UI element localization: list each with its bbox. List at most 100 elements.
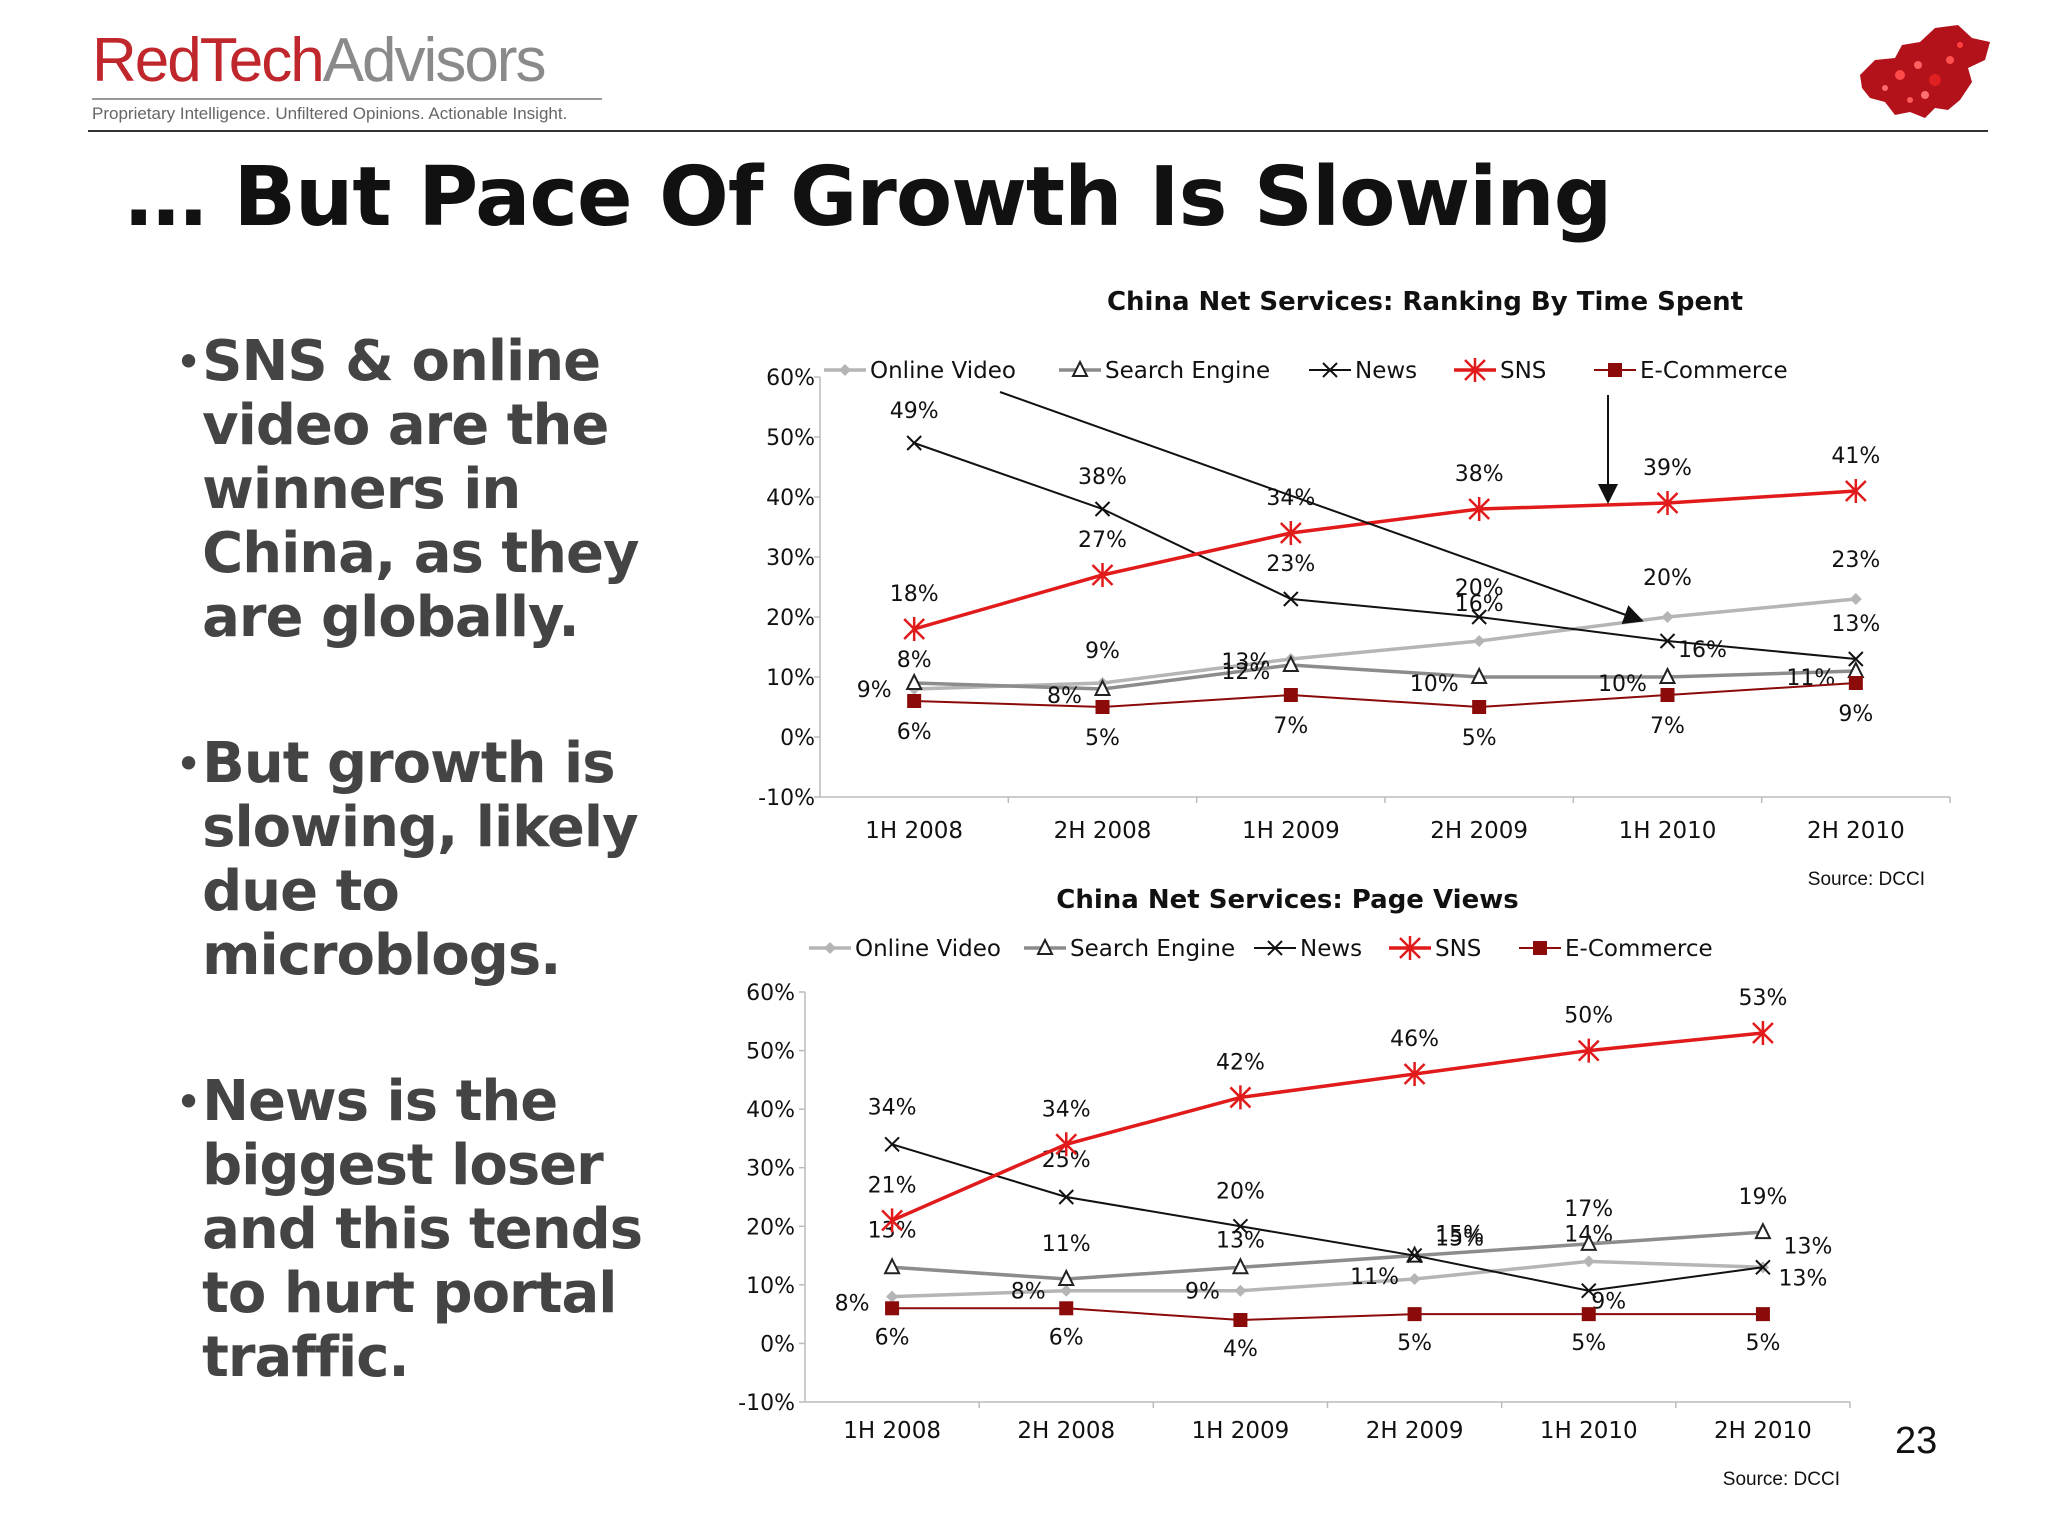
y-tick-label: 60% [746, 981, 795, 1006]
legend-marker [824, 942, 836, 954]
legend-marker [839, 364, 851, 376]
bullet-text: News is the biggest loser and this tends… [202, 1069, 643, 1390]
data-label: 12% [1221, 660, 1270, 685]
y-tick-label: 40% [746, 1098, 795, 1123]
data-label: 23% [1266, 552, 1315, 577]
data-point [1094, 501, 1111, 517]
bullet-item: • News is the biggest loser and this ten… [175, 1070, 715, 1390]
data-label: 9% [857, 678, 892, 703]
data-label: 49% [890, 399, 939, 424]
data-label: 8% [835, 1292, 870, 1317]
data-point [1408, 1273, 1421, 1285]
data-label: 27% [1078, 528, 1127, 553]
data-point [1229, 1085, 1252, 1110]
series-line-sns [891, 1031, 1764, 1223]
bullet-dot: • [175, 1075, 203, 1129]
data-label: 13% [1783, 1234, 1832, 1259]
legend-marker [1267, 940, 1283, 956]
data-point [1660, 688, 1675, 702]
legend-label: Online Video [870, 358, 1016, 384]
data-label: 38% [1078, 465, 1127, 490]
x-tick-label: 2H 2008 [1054, 818, 1152, 844]
data-label: 6% [875, 1325, 910, 1350]
data-point [1282, 654, 1300, 672]
data-point [1093, 678, 1112, 696]
data-label: 13% [1778, 1266, 1827, 1291]
china-map-icon [1860, 25, 1990, 118]
data-point [1471, 609, 1487, 625]
data-label: 39% [1643, 456, 1692, 481]
data-point [883, 1257, 901, 1275]
data-label: 11% [1042, 1232, 1091, 1257]
data-point [1403, 1062, 1426, 1086]
chart-title: China Net Services: Page Views [1056, 885, 1518, 915]
data-point [1752, 1021, 1774, 1045]
data-point [1754, 1221, 1772, 1240]
data-label: 5% [1571, 1331, 1606, 1356]
legend-marker [1322, 362, 1338, 378]
y-tick-label: 20% [746, 1215, 795, 1240]
data-label: 10% [1598, 672, 1647, 697]
data-label: 9% [1838, 702, 1873, 727]
data-point [1656, 491, 1679, 515]
x-tick-label: 1H 2010 [1540, 1418, 1638, 1444]
data-label: 5% [1462, 726, 1497, 751]
bullet-text: SNS & online video are the winners in Ch… [202, 329, 639, 650]
legend-label: News [1300, 936, 1362, 962]
data-point [1091, 563, 1114, 587]
y-tick-label: 30% [766, 546, 815, 571]
page-number: 23 [1895, 1420, 1938, 1462]
data-point [1058, 1189, 1074, 1205]
data-label: 34% [1042, 1097, 1091, 1122]
series-line-online_video [892, 1259, 1763, 1299]
brand-name: RedTechAdvisors [92, 30, 602, 92]
bullet-dot: • [175, 335, 203, 389]
series-line-search_engine [914, 663, 1856, 691]
data-point [1468, 497, 1491, 521]
data-label: 15% [1435, 1227, 1484, 1252]
legend-label: SNS [1435, 936, 1481, 962]
series-line-online_video [914, 597, 1856, 691]
data-label: 6% [1049, 1325, 1084, 1350]
data-point [1848, 651, 1864, 667]
source-note: Source: DCCI [1808, 869, 1925, 890]
data-label: 50% [1564, 1004, 1613, 1029]
data-label: 15% [1435, 1223, 1484, 1248]
data-label: 17% [1564, 1197, 1613, 1222]
data-label: 11% [1350, 1265, 1399, 1290]
data-label: 10% [1410, 672, 1459, 697]
x-tick-label: 2H 2008 [1017, 1418, 1115, 1444]
y-tick-label: -10% [738, 1391, 795, 1416]
x-tick-label: 1H 2008 [843, 1418, 941, 1444]
legend-marker [1464, 358, 1486, 382]
legend-label: E-Commerce [1565, 936, 1713, 962]
data-label: 46% [1390, 1027, 1439, 1052]
data-point [1580, 1233, 1598, 1251]
data-point [1232, 1218, 1249, 1234]
x-tick-label: 1H 2008 [865, 818, 963, 844]
y-tick-label: 20% [766, 606, 815, 631]
data-label: 13% [1831, 612, 1880, 637]
chart-title: China Net Services: Ranking By Time Spen… [1107, 287, 1743, 317]
data-point [1233, 1313, 1248, 1327]
data-label: 5% [1397, 1331, 1432, 1356]
data-point [885, 1301, 900, 1316]
data-label: 8% [897, 648, 932, 673]
data-label: 20% [1455, 576, 1504, 601]
data-label: 9% [1185, 1280, 1220, 1305]
x-tick-label: 2H 2010 [1807, 818, 1905, 844]
data-label: 5% [1085, 726, 1120, 751]
y-tick-label: 0% [780, 726, 815, 751]
data-label: 34% [868, 1095, 917, 1120]
data-point [1057, 1268, 1075, 1286]
data-point [886, 1290, 899, 1303]
y-tick-label: 0% [760, 1332, 795, 1357]
bullet-text: But growth is slowing, likely due to mic… [202, 731, 638, 988]
data-point [903, 617, 926, 641]
data-point [1755, 1259, 1771, 1275]
x-tick-label: 2H 2010 [1714, 1418, 1812, 1444]
brand-red: RedTech [92, 26, 325, 95]
header-divider [88, 130, 1988, 132]
data-label: 41% [1831, 444, 1880, 469]
data-point [884, 1136, 900, 1152]
